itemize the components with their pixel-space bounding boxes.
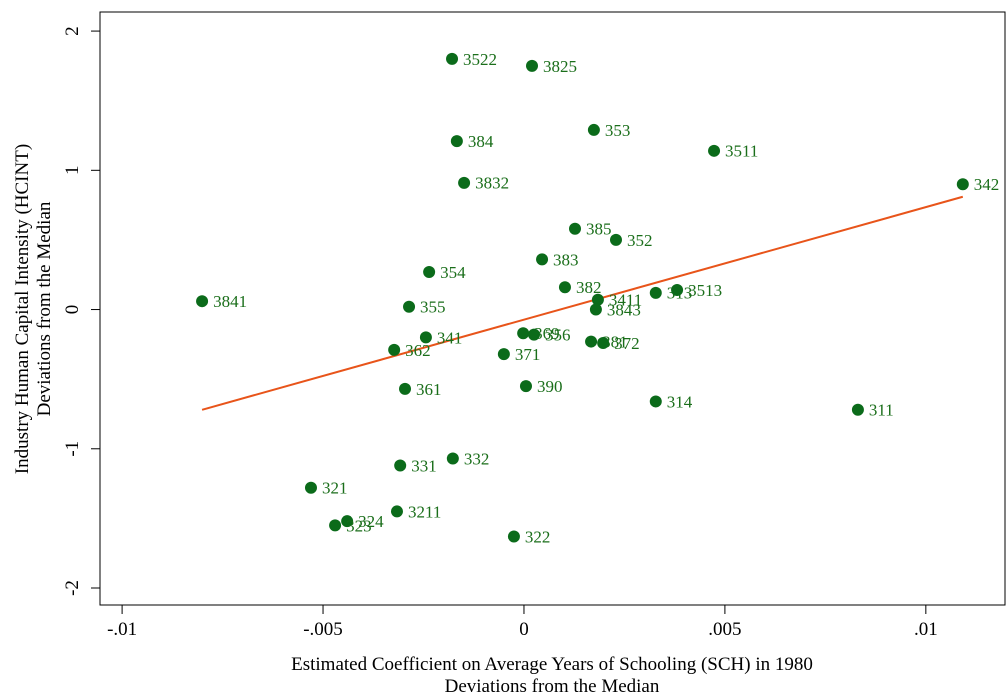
x-tick-label: 0	[519, 619, 529, 640]
point-label: 311	[869, 401, 894, 420]
y-tick-label: -1	[62, 441, 83, 457]
point-label: 381	[602, 332, 628, 351]
y-tick-label: 2	[62, 26, 83, 36]
point	[341, 515, 354, 528]
y-axis-title: Deviations from the Median	[34, 201, 55, 416]
point-label: 362	[405, 341, 431, 360]
point	[458, 176, 471, 189]
point-label: 361	[416, 380, 442, 399]
point-label: 354	[440, 263, 466, 282]
point	[585, 335, 598, 348]
y-tick-label: -2	[62, 580, 83, 596]
point	[304, 481, 317, 494]
point	[558, 281, 571, 294]
point-label: 3843	[607, 300, 641, 319]
x-axis-title: Estimated Coefficient on Average Years o…	[291, 654, 813, 675]
point	[329, 519, 342, 532]
point-label: 371	[515, 345, 541, 364]
point-label: 356	[545, 326, 571, 345]
point	[526, 59, 539, 72]
point	[851, 403, 864, 416]
point-label: 324	[358, 512, 384, 531]
point-label: 332	[464, 449, 490, 468]
point-label: 3825	[543, 57, 577, 76]
point-label: 341	[437, 328, 463, 347]
point-label: 3211	[408, 502, 441, 521]
y-axis-title: Industry Human Capital Intensity (HCINT)	[12, 144, 33, 474]
point	[649, 286, 662, 299]
point	[569, 222, 582, 235]
point	[446, 452, 459, 465]
point-label: 3841	[213, 292, 247, 311]
point-label: 342	[974, 175, 1000, 194]
point	[587, 123, 600, 136]
point-label: 322	[525, 527, 551, 546]
point-label: 3522	[463, 50, 497, 69]
point	[591, 293, 604, 306]
point	[597, 336, 610, 349]
point-label: 390	[537, 377, 563, 396]
point	[394, 459, 407, 472]
point	[708, 144, 721, 157]
point	[390, 505, 403, 518]
point	[497, 348, 510, 361]
point	[419, 331, 432, 344]
point	[446, 52, 459, 65]
point-label: 355	[420, 298, 446, 317]
y-tick-label: 1	[62, 166, 83, 176]
y-tick-label: 0	[62, 305, 83, 315]
point-label: 353	[605, 121, 631, 140]
point-label: 369	[534, 324, 560, 343]
x-tick-label: .01	[914, 619, 938, 640]
point-label: 3513	[688, 281, 722, 300]
point-label: 331	[411, 456, 437, 475]
point-label: 3832	[475, 174, 509, 193]
point-label: 385	[586, 220, 612, 239]
point	[528, 328, 541, 341]
point	[507, 530, 520, 543]
point	[403, 300, 416, 313]
point	[423, 265, 436, 278]
point-label: 3511	[725, 142, 758, 161]
point	[517, 327, 530, 340]
point-label: 321	[322, 479, 348, 498]
point-label: 383	[553, 250, 579, 269]
point-label: 372	[614, 334, 640, 353]
fit-line	[201, 195, 964, 411]
point	[388, 343, 401, 356]
plot-frame	[99, 11, 1006, 606]
point-label: 352	[627, 231, 653, 250]
point	[956, 178, 969, 191]
x-tick-label: -.01	[107, 619, 137, 640]
point-label: 314	[667, 392, 693, 411]
point-label: 323	[346, 516, 372, 535]
point	[196, 295, 209, 308]
point	[649, 395, 662, 408]
x-tick-label: .005	[708, 619, 741, 640]
point	[519, 380, 532, 393]
point	[399, 382, 412, 395]
x-tick-label: -.005	[303, 619, 343, 640]
point	[589, 303, 602, 316]
point-label: 384	[468, 132, 494, 151]
point	[450, 135, 463, 148]
x-axis-title: Deviations from the Median	[445, 676, 660, 697]
point-label: 3411	[609, 291, 642, 310]
point	[671, 284, 684, 297]
point-label: 382	[576, 278, 602, 297]
point	[536, 253, 549, 266]
point	[609, 233, 622, 246]
